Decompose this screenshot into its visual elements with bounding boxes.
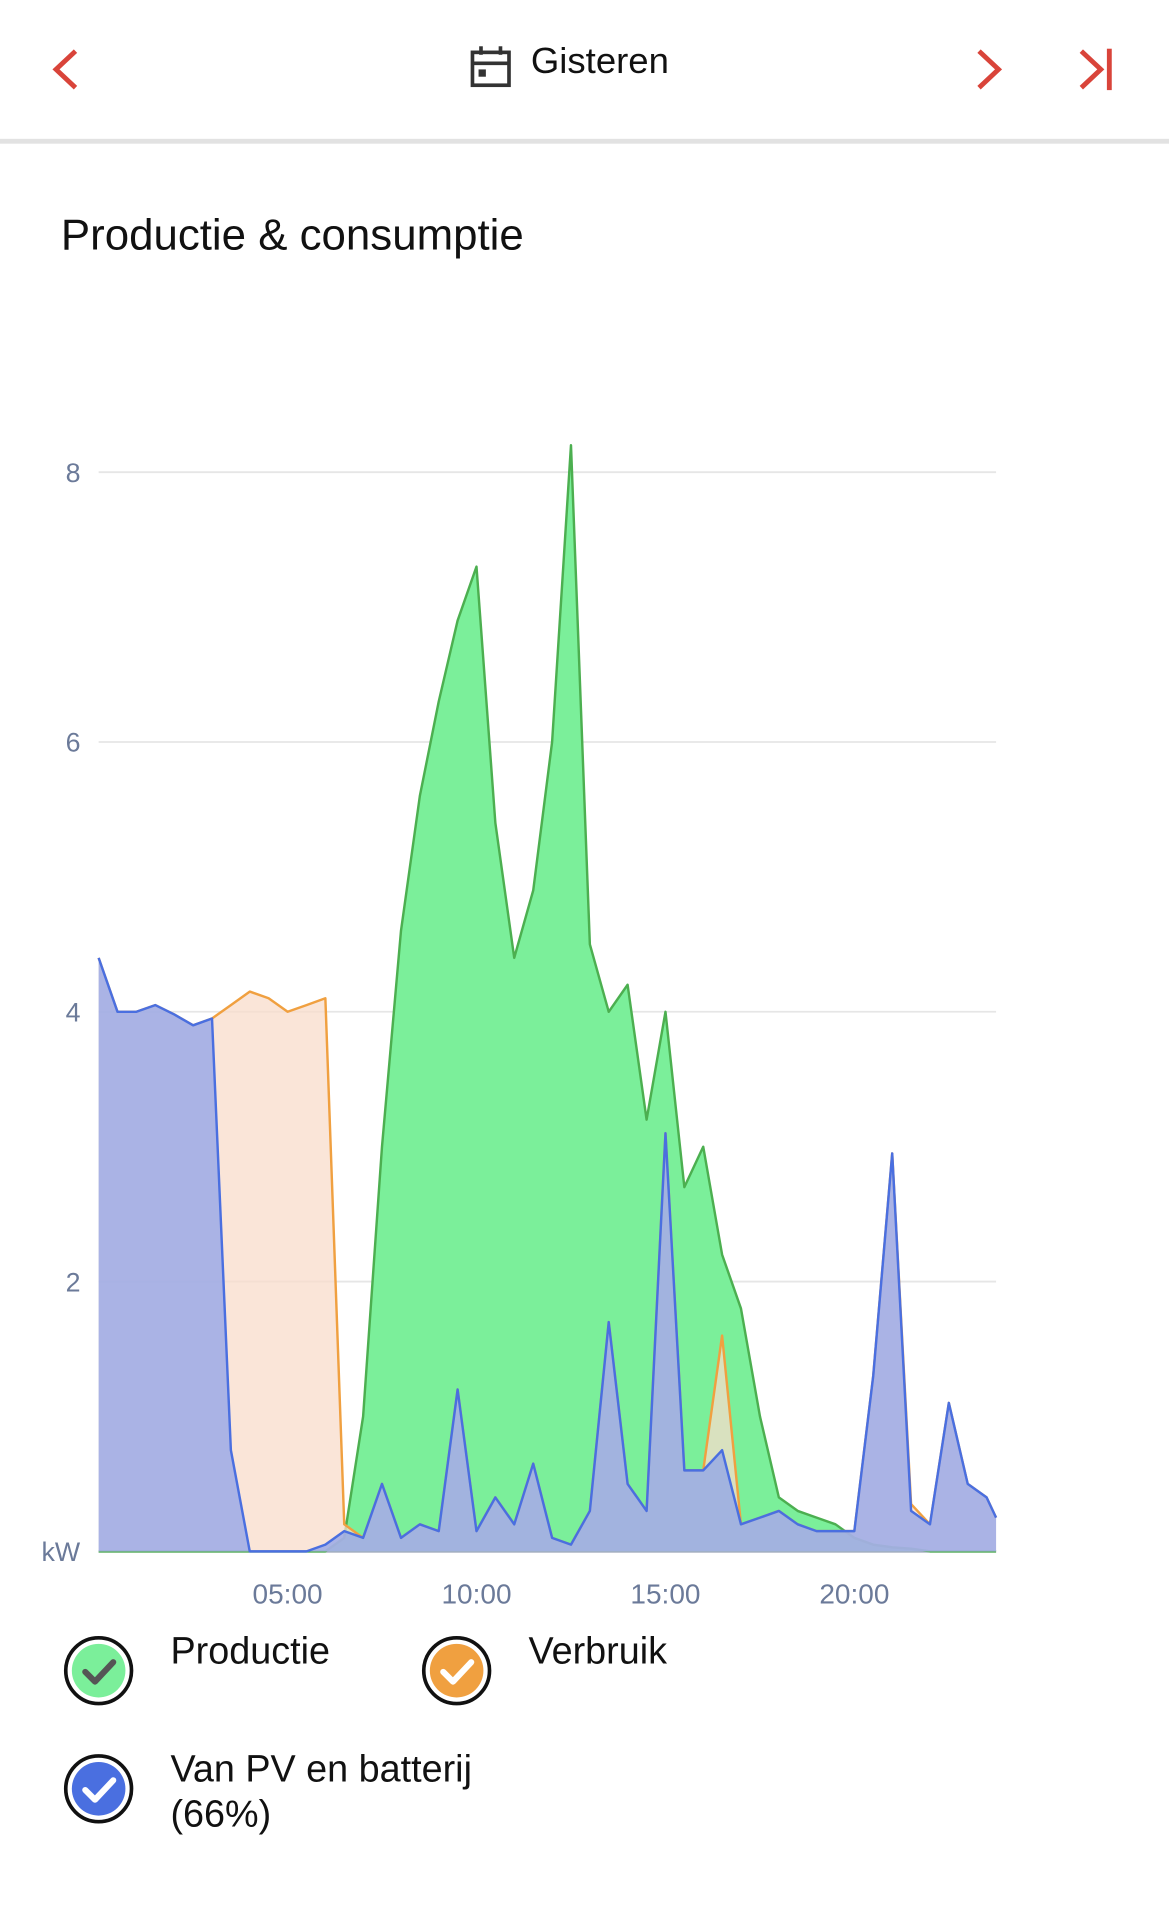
last-button[interactable] <box>1079 48 1112 91</box>
legend-item[interactable]: Productie <box>63 1629 330 1708</box>
legend-check <box>440 1659 475 1685</box>
calendar-icon <box>470 46 511 88</box>
series-line <box>97 957 998 1553</box>
x-tick-label: 15:00 <box>630 1579 700 1610</box>
legend-item[interactable]: Van PV en batterij (66%) <box>63 1747 523 1836</box>
legend-item[interactable]: Verbruik <box>421 1629 667 1708</box>
y-tick-label: 6 <box>66 728 81 758</box>
y-tick-label: 2 <box>66 1267 81 1297</box>
series-area <box>98 445 997 1552</box>
legend-swatch <box>429 1643 484 1698</box>
next-button[interactable] <box>977 49 1003 90</box>
legend-label: Productie <box>170 1629 330 1672</box>
legend-toggle[interactable] <box>63 1753 136 1826</box>
header-title: Gisteren <box>531 40 669 81</box>
legend-swatch <box>71 1762 126 1816</box>
series-area <box>98 957 997 1552</box>
prev-button[interactable] <box>52 49 78 90</box>
legend-toggle[interactable] <box>421 1635 494 1708</box>
legend-toggle[interactable] <box>63 1635 136 1708</box>
y-tick-label: kW <box>42 1537 81 1567</box>
y-tick-label: 4 <box>66 998 81 1028</box>
legend-label: Verbruik <box>528 1629 667 1672</box>
legend-label: Van PV en batterij (66%) <box>170 1747 472 1836</box>
x-tick-label: 20:00 <box>819 1579 889 1610</box>
legend-swatch <box>71 1643 126 1698</box>
legend-check <box>82 1777 117 1803</box>
chart-title: Productie & consumptie <box>61 211 524 260</box>
series-area <box>98 957 997 1552</box>
x-tick-label: 10:00 <box>441 1579 511 1610</box>
x-tick-label: 05:00 <box>253 1579 323 1610</box>
y-tick-label: 8 <box>66 458 81 488</box>
legend-check <box>82 1659 117 1685</box>
header-divider <box>0 138 1169 144</box>
